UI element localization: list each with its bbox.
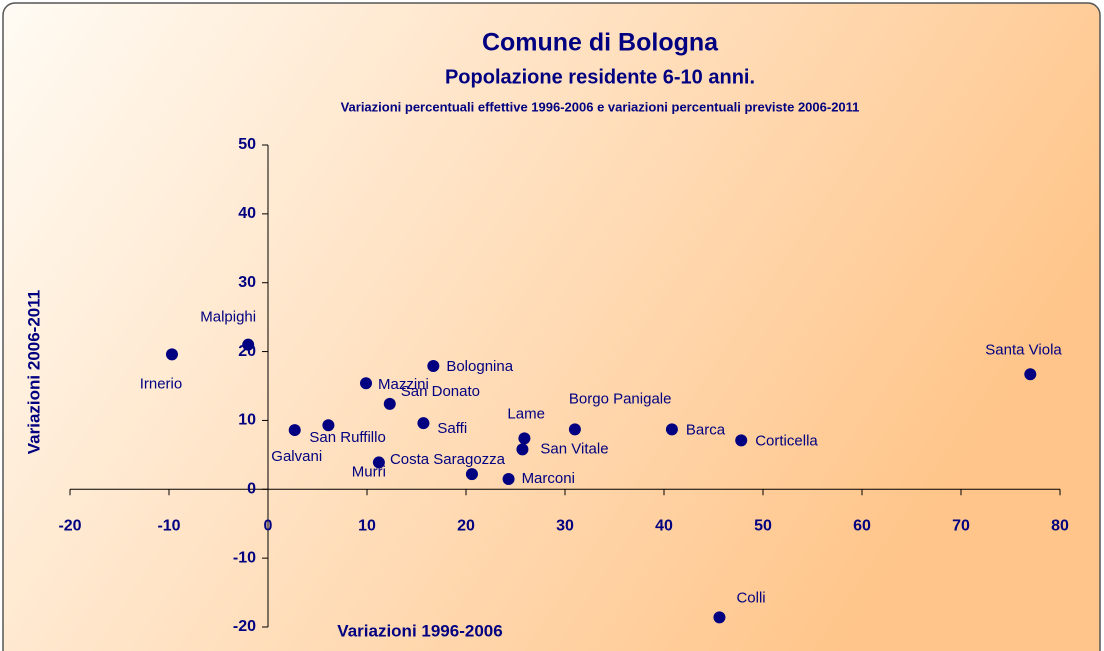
point-label: Murri — [352, 463, 386, 480]
y-axis-label: Variazioni 2006-2011 — [24, 290, 43, 454]
data-point — [502, 472, 515, 485]
point-label: Saffi — [437, 420, 467, 437]
chart-subtitle: Popolazione residente 6-10 anni. — [445, 66, 755, 88]
data-point — [383, 397, 396, 410]
point-label: Lame — [507, 405, 545, 422]
data-point — [288, 424, 301, 437]
chart-title: Comune di Bologna — [482, 29, 719, 57]
y-tick-label: 10 — [238, 412, 256, 429]
y-tick-label: 0 — [247, 481, 256, 498]
x-tick-label: 20 — [457, 518, 475, 535]
point-label: Santa Viola — [985, 341, 1062, 358]
x-tick-label: 80 — [1051, 518, 1069, 535]
x-tick-label: 50 — [754, 518, 772, 535]
point-label: Galvani — [271, 448, 322, 465]
x-tick-label: 60 — [853, 518, 871, 535]
data-point — [242, 338, 255, 351]
point-label: Bolognina — [446, 358, 513, 375]
x-axis-label: Variazioni 1996-2006 — [337, 621, 502, 640]
point-label: Colli — [736, 589, 765, 606]
data-point — [427, 360, 440, 373]
point-label: Marconi — [522, 470, 575, 487]
point-label: Malpighi — [200, 309, 256, 326]
chart-subtitle: Variazioni percentuali effettive 1996-20… — [341, 99, 860, 114]
data-point — [360, 377, 373, 390]
point-label: Irnerio — [140, 375, 183, 392]
x-tick-label: 10 — [358, 518, 376, 535]
x-tick-label: 40 — [655, 518, 673, 535]
data-point — [665, 423, 678, 436]
data-point — [713, 611, 726, 624]
x-tick-label: 30 — [556, 518, 574, 535]
y-tick-label: 40 — [238, 205, 256, 222]
point-label: Corticella — [755, 432, 818, 449]
data-point — [165, 348, 178, 361]
x-tick-label: -20 — [58, 518, 81, 535]
point-label: San Vitale — [540, 440, 608, 457]
point-label: Costa Saragozza — [390, 451, 506, 468]
point-label: Barca — [686, 421, 726, 438]
y-tick-label: 30 — [238, 274, 256, 291]
data-point — [516, 443, 529, 456]
y-tick-label: -10 — [233, 549, 256, 566]
data-point — [735, 434, 748, 447]
y-tick-label: -20 — [233, 618, 256, 635]
point-label: San Ruffillo — [309, 429, 385, 446]
point-label: Borgo Panigale — [569, 390, 672, 407]
point-label: San Donato — [401, 383, 480, 400]
x-tick-label: 0 — [264, 518, 273, 535]
data-point — [568, 423, 581, 436]
x-tick-label: 70 — [952, 518, 970, 535]
data-point — [465, 468, 478, 481]
data-point — [322, 419, 335, 432]
point-label: Mazzini — [378, 376, 429, 393]
y-tick-label: 50 — [238, 136, 256, 153]
x-tick-label: -10 — [157, 518, 180, 535]
data-point — [518, 432, 531, 445]
data-point — [417, 417, 430, 430]
data-point — [1024, 368, 1037, 381]
data-point — [372, 456, 385, 469]
